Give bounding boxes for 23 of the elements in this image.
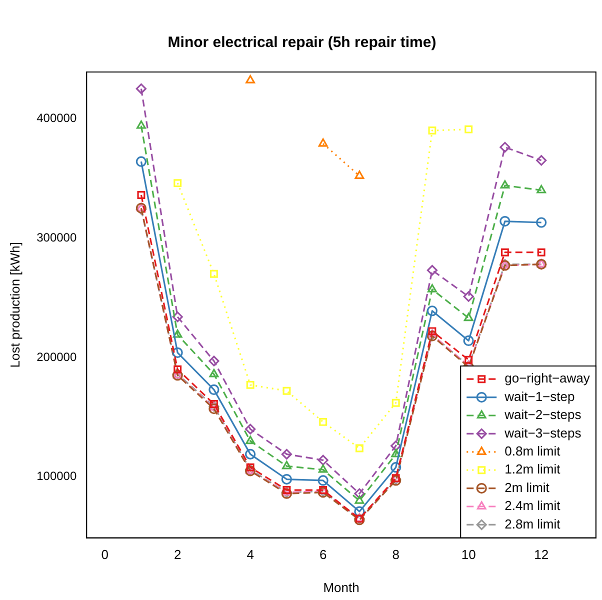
legend-label: 2.8m limit [504, 516, 561, 532]
x-tick-label: 2 [174, 547, 182, 562]
legend-label: wait−3−steps [504, 425, 582, 440]
x-tick-label: 8 [392, 547, 400, 562]
y-tick-label: 200000 [36, 350, 77, 364]
legend-label: wait−2−steps [504, 407, 582, 422]
x-tick-label: 6 [319, 547, 327, 562]
legend-label: 2.4m limit [504, 498, 561, 514]
x-tick-label: 0 [101, 547, 108, 562]
y-axis-title: Lost production [kWh] [7, 242, 22, 368]
legend-label: 0.8m limit [504, 443, 561, 458]
legend-label: 2m limit [504, 480, 550, 495]
x-tick-label: 10 [461, 547, 476, 562]
legend-label: wait−1−step [504, 388, 575, 404]
x-axis-title: Month [323, 580, 360, 595]
legend-label: go−right−away [504, 370, 590, 386]
y-tick-label: 100000 [36, 469, 77, 484]
x-tick-label: 4 [246, 547, 254, 562]
y-tick-label: 300000 [36, 230, 77, 244]
chart-title: Minor electrical repair (5h repair time) [168, 34, 436, 52]
x-tick-label: 12 [534, 547, 549, 562]
legend-label: 1.2m limit [504, 462, 561, 477]
y-tick-label: 400000 [36, 110, 77, 125]
